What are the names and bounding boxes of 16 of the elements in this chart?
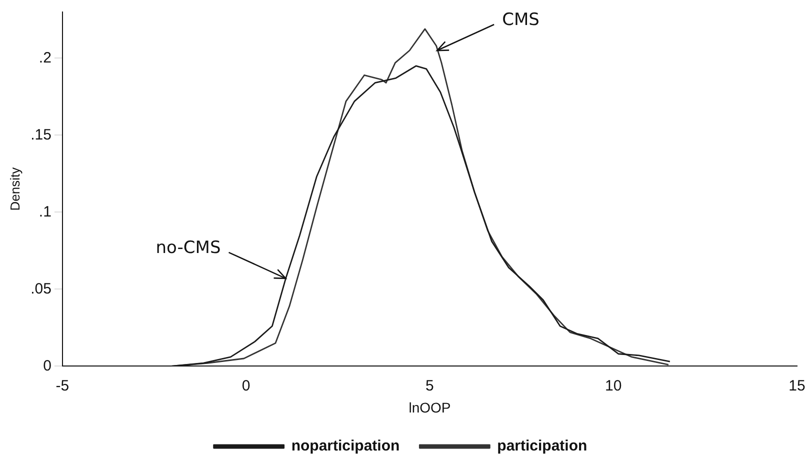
y-tick-label: .2 [38,49,52,66]
y-tick-label: .1 [38,203,52,220]
x-tick-label: 10 [605,377,622,394]
x-tick-label: -5 [56,377,70,394]
x-tick-label: 15 [788,377,806,394]
x-tick-label: 0 [242,377,250,394]
legend-label: participation [497,438,588,455]
y-tick-label: 0 [43,357,52,374]
y-tick-label: .05 [30,280,52,298]
y-tick-label: .15 [30,126,52,144]
x-axis-title: lnOOP [408,399,451,416]
legend-label: noparticipation [291,438,400,455]
annotation: CMS [502,10,540,30]
y-axis-title: Density [7,166,22,211]
annotation: no-CMS [156,238,221,258]
x-tick-label: 5 [426,377,434,394]
